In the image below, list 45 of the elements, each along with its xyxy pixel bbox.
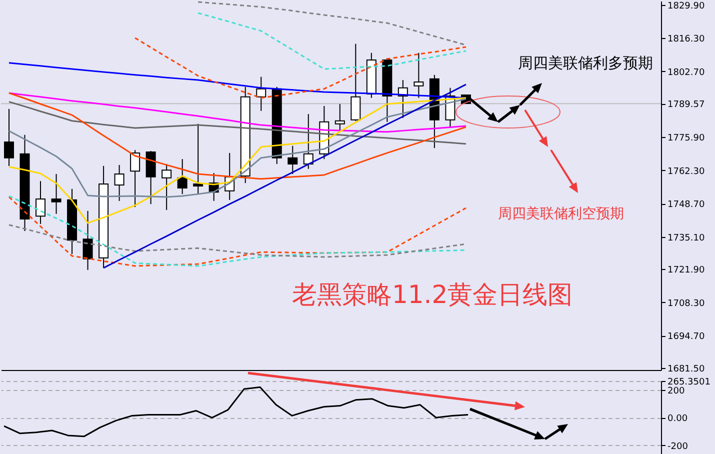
candlestick	[82, 210, 93, 270]
text: 周四美联储利空预期	[498, 205, 624, 223]
text: 老黑策略11.2黄金日线图	[292, 279, 573, 311]
y-tick-label: 1748.70	[668, 200, 705, 210]
y-tick-label: 1816.30	[668, 34, 705, 45]
line-series	[197, 1, 467, 46]
y-tick-label: 1681.50	[668, 364, 705, 375]
y-tick-label: 1802.70	[668, 68, 705, 78]
y-tick-label: 265.3501	[668, 378, 710, 388]
y-tick-label: 0.00	[668, 414, 688, 424]
candlestick	[4, 108, 14, 166]
y-tick-label: 1721.90	[668, 266, 705, 276]
line-series	[8, 101, 467, 145]
line-series	[134, 37, 467, 99]
candlestick	[288, 145, 298, 174]
candlestick	[51, 174, 62, 214]
line-series	[8, 62, 467, 99]
line-series	[102, 84, 467, 269]
candlestick	[350, 43, 361, 122]
y-tick-label: 1775.90	[668, 134, 705, 144]
y-tick-label: 1789.57	[668, 100, 705, 110]
y-tick-label: -200	[668, 442, 688, 452]
y-tick-label: 1829.90	[668, 1, 705, 12]
text: 周四美联储利多预期	[518, 54, 653, 73]
candlestick	[193, 123, 204, 195]
candlestick	[130, 150, 140, 208]
line-series	[8, 224, 467, 258]
y-tick-label: 1708.30	[668, 298, 705, 309]
candlestick	[256, 76, 266, 112]
y-tick-label: 1694.70	[668, 332, 705, 342]
line-series	[8, 98, 467, 198]
line-series	[3, 386, 469, 438]
line-series	[8, 92, 467, 133]
candlestick	[334, 104, 345, 132]
candlestick	[162, 163, 172, 210]
line-series	[8, 97, 467, 224]
y-tick-label: 1735.10	[668, 233, 705, 244]
line-series	[197, 12, 467, 70]
y-tick-label: 1762.30	[668, 166, 705, 177]
candlestick	[114, 164, 124, 202]
y-tick-label: 200	[668, 386, 685, 397]
candlestick	[414, 52, 424, 98]
candlestick	[36, 180, 46, 224]
candlestick	[177, 158, 188, 195]
candlestick	[303, 114, 314, 170]
